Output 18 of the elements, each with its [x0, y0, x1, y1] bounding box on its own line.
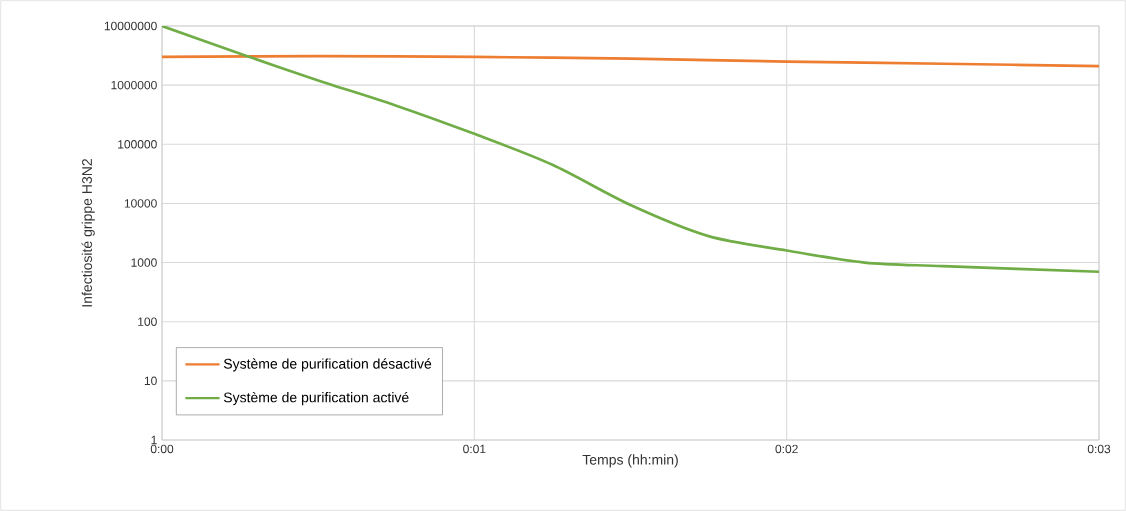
- y-tick-label: 100000: [118, 140, 157, 149]
- x-tick-label: 0:03: [1087, 444, 1111, 454]
- y-tick-label: 10000: [124, 199, 157, 208]
- y-axis-title: Infectiosité grippe H3N2: [81, 159, 95, 307]
- legend-label: Système de purification désactivé: [223, 358, 432, 372]
- line-series: [162, 26, 1100, 274]
- x-tick-label: 0:00: [150, 444, 174, 454]
- x-tick-label: 0:01: [463, 444, 486, 454]
- y-tick-label: 1: [151, 435, 157, 445]
- line-series: [162, 54, 1100, 68]
- y-tick-label: 10000000: [104, 21, 157, 31]
- x-tick-label: 0:02: [775, 444, 798, 454]
- x-axis-title: Temps (hh:min): [582, 454, 678, 468]
- y-tick-label: 1000: [131, 258, 157, 267]
- y-tick-label: 1000000: [111, 80, 157, 90]
- y-tick-label: 100: [138, 317, 157, 326]
- y-tick-label: 10: [144, 376, 157, 386]
- legend-label: Système de purification activé: [223, 391, 409, 406]
